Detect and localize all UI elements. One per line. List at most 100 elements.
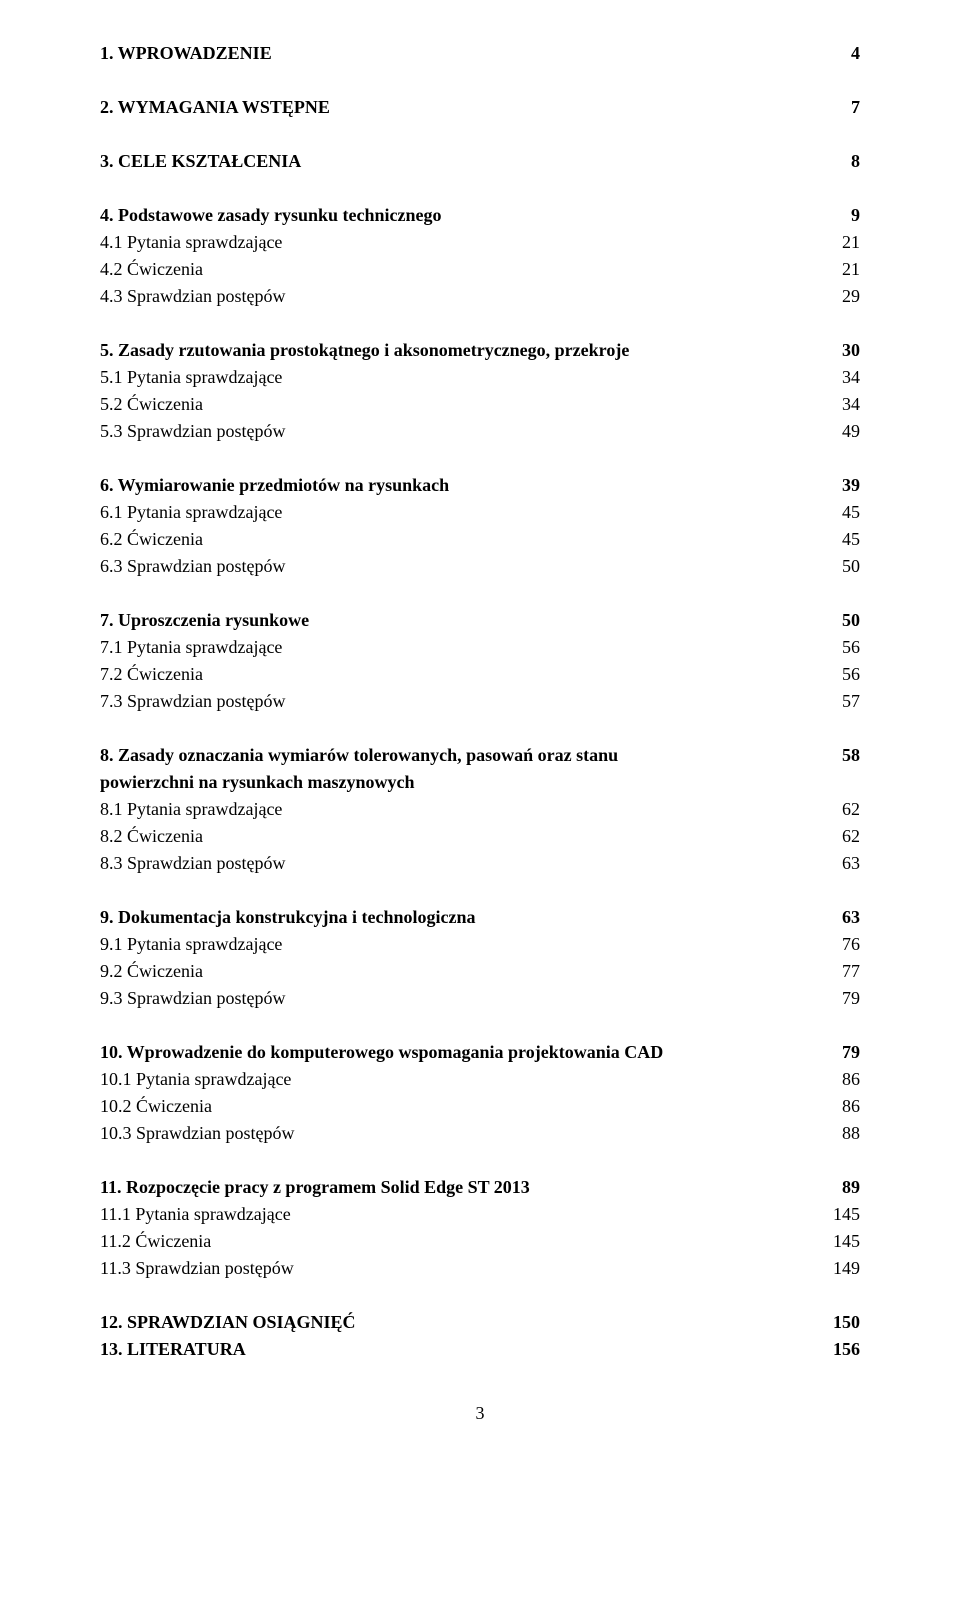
toc-page: 21 (810, 229, 860, 256)
section-gap (100, 175, 860, 202)
toc-page: 89 (810, 1174, 860, 1201)
toc-label: 9.2 Ćwiczenia (100, 958, 810, 985)
toc-entry: 2. WYMAGANIA WSTĘPNE7 (100, 94, 860, 121)
toc-page: 63 (810, 904, 860, 931)
toc-entry: 1. WPROWADZENIE4 (100, 40, 860, 67)
section-gap (100, 310, 860, 337)
toc-entry: 6.3 Sprawdzian postępów50 (100, 553, 860, 580)
toc-page: 34 (810, 391, 860, 418)
toc-page: 57 (810, 688, 860, 715)
toc-label: 8. Zasady oznaczania wymiarów tolerowany… (100, 742, 810, 769)
toc-label: 12. SPRAWDZIAN OSIĄGNIĘĆ (100, 1309, 810, 1336)
toc-label: 4.1 Pytania sprawdzające (100, 229, 810, 256)
toc-page: 45 (810, 499, 860, 526)
toc-entry: 8.3 Sprawdzian postępów63 (100, 850, 860, 877)
section-gap (100, 877, 860, 904)
toc-entry: powierzchni na rysunkach maszynowych (100, 769, 860, 796)
toc-page: 56 (810, 661, 860, 688)
toc-label: 2. WYMAGANIA WSTĘPNE (100, 94, 810, 121)
toc-entry: 3. CELE KSZTAŁCENIA8 (100, 148, 860, 175)
toc-label: 6. Wymiarowanie przedmiotów na rysunkach (100, 472, 810, 499)
toc-entry: 7.2 Ćwiczenia56 (100, 661, 860, 688)
toc-label: 7. Uproszczenia rysunkowe (100, 607, 810, 634)
toc-label: 11.1 Pytania sprawdzające (100, 1201, 810, 1228)
toc-label: 4. Podstawowe zasady rysunku techniczneg… (100, 202, 810, 229)
toc-label: 6.2 Ćwiczenia (100, 526, 810, 553)
toc-page: 150 (810, 1309, 860, 1336)
toc-entry: 11.2 Ćwiczenia145 (100, 1228, 860, 1255)
toc-label: 9.1 Pytania sprawdzające (100, 931, 810, 958)
toc-page: 58 (810, 742, 860, 769)
toc-label: 11. Rozpoczęcie pracy z programem Solid … (100, 1174, 810, 1201)
toc-entry: 11.3 Sprawdzian postępów149 (100, 1255, 860, 1282)
toc-label: 4.2 Ćwiczenia (100, 256, 810, 283)
toc-entry: 9.3 Sprawdzian postępów79 (100, 985, 860, 1012)
toc-entry: 8. Zasady oznaczania wymiarów tolerowany… (100, 742, 860, 769)
toc-page: 39 (810, 472, 860, 499)
toc-page: 76 (810, 931, 860, 958)
toc-entry: 7.1 Pytania sprawdzające56 (100, 634, 860, 661)
toc-page: 149 (810, 1255, 860, 1282)
toc-page: 62 (810, 796, 860, 823)
toc-entry: 4.1 Pytania sprawdzające21 (100, 229, 860, 256)
section-gap (100, 1147, 860, 1174)
toc-entry: 4.2 Ćwiczenia21 (100, 256, 860, 283)
toc-page: 62 (810, 823, 860, 850)
toc-label: 1. WPROWADZENIE (100, 40, 810, 67)
section-gap (100, 715, 860, 742)
toc-label: 5.1 Pytania sprawdzające (100, 364, 810, 391)
toc-entry: 6.1 Pytania sprawdzające45 (100, 499, 860, 526)
toc-label: 9.3 Sprawdzian postępów (100, 985, 810, 1012)
toc-page: 21 (810, 256, 860, 283)
toc-entry: 10.2 Ćwiczenia86 (100, 1093, 860, 1120)
section-gap (100, 445, 860, 472)
toc-label: 10.1 Pytania sprawdzające (100, 1066, 810, 1093)
toc-page: 86 (810, 1093, 860, 1120)
table-of-contents: 1. WPROWADZENIE4 2. WYMAGANIA WSTĘPNE7 3. … (100, 40, 860, 1363)
toc-entry: 13. LITERATURA156 (100, 1336, 860, 1363)
toc-entry: 4. Podstawowe zasady rysunku techniczneg… (100, 202, 860, 229)
toc-label: 5.2 Ćwiczenia (100, 391, 810, 418)
toc-label: 6.3 Sprawdzian postępów (100, 553, 810, 580)
toc-entry: 4.3 Sprawdzian postępów29 (100, 283, 860, 310)
toc-label: 9. Dokumentacja konstrukcyjna i technolo… (100, 904, 810, 931)
toc-label: 3. CELE KSZTAŁCENIA (100, 148, 810, 175)
toc-label: 5.3 Sprawdzian postępów (100, 418, 810, 445)
toc-entry: 8.2 Ćwiczenia62 (100, 823, 860, 850)
toc-entry: 11. Rozpoczęcie pracy z programem Solid … (100, 1174, 860, 1201)
toc-label: 10. Wprowadzenie do komputerowego wspoma… (100, 1039, 810, 1066)
toc-page: 49 (810, 418, 860, 445)
toc-page: 34 (810, 364, 860, 391)
toc-entry: 7.3 Sprawdzian postępów57 (100, 688, 860, 715)
toc-label: powierzchni na rysunkach maszynowych (100, 769, 810, 796)
toc-page: 79 (810, 985, 860, 1012)
toc-page: 145 (810, 1228, 860, 1255)
toc-entry: 10.3 Sprawdzian postępów88 (100, 1120, 860, 1147)
toc-label: 13. LITERATURA (100, 1336, 810, 1363)
toc-label: 8.3 Sprawdzian postępów (100, 850, 810, 877)
toc-label: 7.1 Pytania sprawdzające (100, 634, 810, 661)
toc-entry: 10. Wprowadzenie do komputerowego wspoma… (100, 1039, 860, 1066)
toc-entry: 5. Zasady rzutowania prostokątnego i aks… (100, 337, 860, 364)
toc-label: 10.2 Ćwiczenia (100, 1093, 810, 1120)
toc-entry: 6. Wymiarowanie przedmiotów na rysunkach… (100, 472, 860, 499)
section-gap (100, 67, 860, 94)
toc-page: 30 (810, 337, 860, 364)
toc-label: 11.2 Ćwiczenia (100, 1228, 810, 1255)
toc-entry: 9.2 Ćwiczenia77 (100, 958, 860, 985)
toc-label: 5. Zasady rzutowania prostokątnego i aks… (100, 337, 810, 364)
toc-page: 45 (810, 526, 860, 553)
section-gap (100, 580, 860, 607)
toc-label: 4.3 Sprawdzian postępów (100, 283, 810, 310)
toc-page: 63 (810, 850, 860, 877)
toc-page: 4 (810, 40, 860, 67)
toc-entry: 8.1 Pytania sprawdzające62 (100, 796, 860, 823)
toc-entry: 5.1 Pytania sprawdzające34 (100, 364, 860, 391)
toc-entry: 9. Dokumentacja konstrukcyjna i technolo… (100, 904, 860, 931)
toc-page: 86 (810, 1066, 860, 1093)
section-gap (100, 1282, 860, 1309)
toc-page: 50 (810, 607, 860, 634)
toc-page: 77 (810, 958, 860, 985)
toc-entry: 5.3 Sprawdzian postępów49 (100, 418, 860, 445)
toc-label: 8.1 Pytania sprawdzające (100, 796, 810, 823)
